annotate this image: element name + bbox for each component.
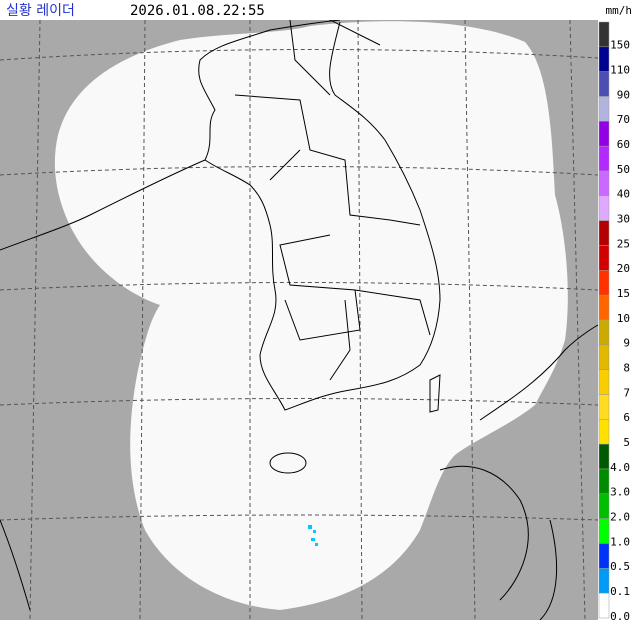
legend: 150 110 90 70 60 50 40 30 25 20 15 10 9 8 7 6 5 4.0 3.0 2.0… <box>598 21 630 620</box>
legend-label: 1.0 <box>610 535 630 548</box>
legend-label: 9 <box>623 337 630 350</box>
legend-swatch <box>598 443 610 470</box>
legend-swatch <box>598 220 610 246</box>
legend-swatch <box>598 543 610 569</box>
legend-swatch <box>598 294 610 321</box>
legend-label: 20 <box>617 262 630 275</box>
legend-label: 50 <box>617 163 630 176</box>
legend-swatch <box>598 21 610 48</box>
legend-swatch <box>598 270 610 296</box>
grid <box>0 19 599 620</box>
legend-swatch <box>598 170 610 197</box>
legend-swatch <box>598 71 610 97</box>
legend-label: 10 <box>617 312 630 325</box>
legend-swatch <box>598 468 610 495</box>
legend-swatch <box>598 344 610 370</box>
legend-label: 3.0 <box>610 486 630 499</box>
legend-swatch <box>598 568 610 594</box>
legend-unit: mm/h <box>606 4 633 17</box>
legend-swatch <box>598 592 610 619</box>
legend-label: 2.0 <box>610 510 630 523</box>
legend-label: 5 <box>623 436 630 449</box>
legend-swatch <box>598 245 610 271</box>
legend-label: 30 <box>617 212 630 225</box>
header-bar <box>0 0 598 20</box>
legend-swatch <box>598 419 610 445</box>
legend-label: 110 <box>610 63 630 76</box>
legend-label: 4.0 <box>610 461 630 474</box>
legend-label: 0.1 <box>610 585 630 598</box>
legend-swatch <box>598 319 610 346</box>
legend-label: 15 <box>617 287 630 300</box>
legend-swatch <box>598 121 610 147</box>
legend-label: 70 <box>617 113 630 126</box>
legend-swatch <box>598 518 610 544</box>
legend-swatch <box>598 493 610 519</box>
timestamp: 2026.01.08.22:55 <box>130 3 265 19</box>
legend-label: 150 <box>610 39 630 52</box>
legend-swatch <box>598 394 610 420</box>
legend-swatch <box>598 145 610 172</box>
legend-swatch <box>598 369 610 395</box>
legend-label: 7 <box>623 386 630 399</box>
radar-coverage <box>54 21 568 610</box>
legend-label: 40 <box>617 188 630 201</box>
legend-label: 0.0 <box>610 610 630 620</box>
legend-label: 6 <box>623 411 630 424</box>
legend-label: 60 <box>617 138 630 151</box>
precipitation <box>308 525 318 546</box>
legend-label: 90 <box>617 88 630 101</box>
legend-label: 0.5 <box>610 560 630 573</box>
legend-label: 25 <box>617 237 630 250</box>
coastlines <box>0 0 599 620</box>
title: 실황 레이더 <box>6 3 75 19</box>
legend-swatch <box>598 96 610 122</box>
legend-label: 8 <box>623 361 630 374</box>
legend-swatch <box>598 46 610 72</box>
legend-swatch <box>598 195 610 221</box>
